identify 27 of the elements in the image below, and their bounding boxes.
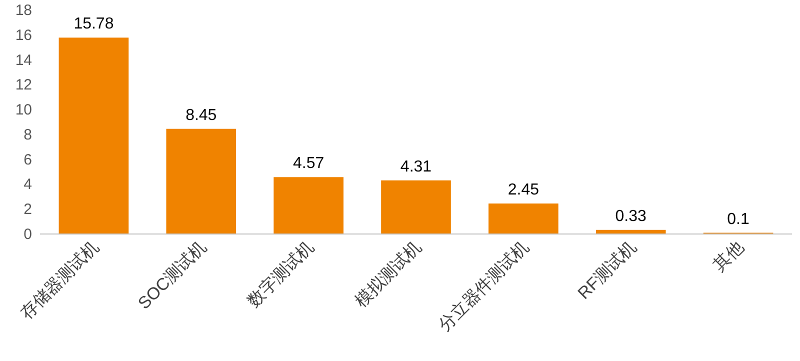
x-tick-label: 模拟测试机 bbox=[351, 237, 425, 311]
y-tick-label: 4 bbox=[24, 176, 32, 194]
data-label: 4.57 bbox=[293, 155, 324, 172]
bar bbox=[274, 177, 344, 234]
bar bbox=[58, 38, 129, 234]
y-tick-label: 16 bbox=[15, 26, 32, 44]
data-label: 8.45 bbox=[186, 106, 217, 124]
y-tick-label: 0 bbox=[24, 226, 32, 243]
data-label: 0.1 bbox=[727, 210, 750, 228]
data-label: 0.33 bbox=[615, 208, 647, 225]
x-tick-label: 分立器件测试机 bbox=[434, 237, 532, 335]
y-tick-label: 10 bbox=[15, 102, 32, 119]
bar bbox=[488, 204, 558, 234]
data-label: 2.45 bbox=[508, 182, 540, 199]
bar bbox=[381, 180, 451, 234]
y-tick-label: 14 bbox=[15, 52, 32, 69]
x-tick-label: 其他 bbox=[710, 237, 748, 275]
y-tick-label: 2 bbox=[24, 201, 32, 218]
x-tick-label: 数字测试机 bbox=[244, 237, 318, 311]
y-tick-label: 6 bbox=[24, 151, 32, 168]
data-label: 15.78 bbox=[74, 16, 114, 33]
x-tick-label: RF测试机 bbox=[574, 237, 640, 303]
y-tick-label: 8 bbox=[24, 126, 32, 144]
y-tick-label: 18 bbox=[15, 2, 32, 19]
data-label: 4.31 bbox=[400, 158, 432, 176]
bar bbox=[166, 128, 236, 234]
y-tick-label: 12 bbox=[15, 76, 32, 94]
